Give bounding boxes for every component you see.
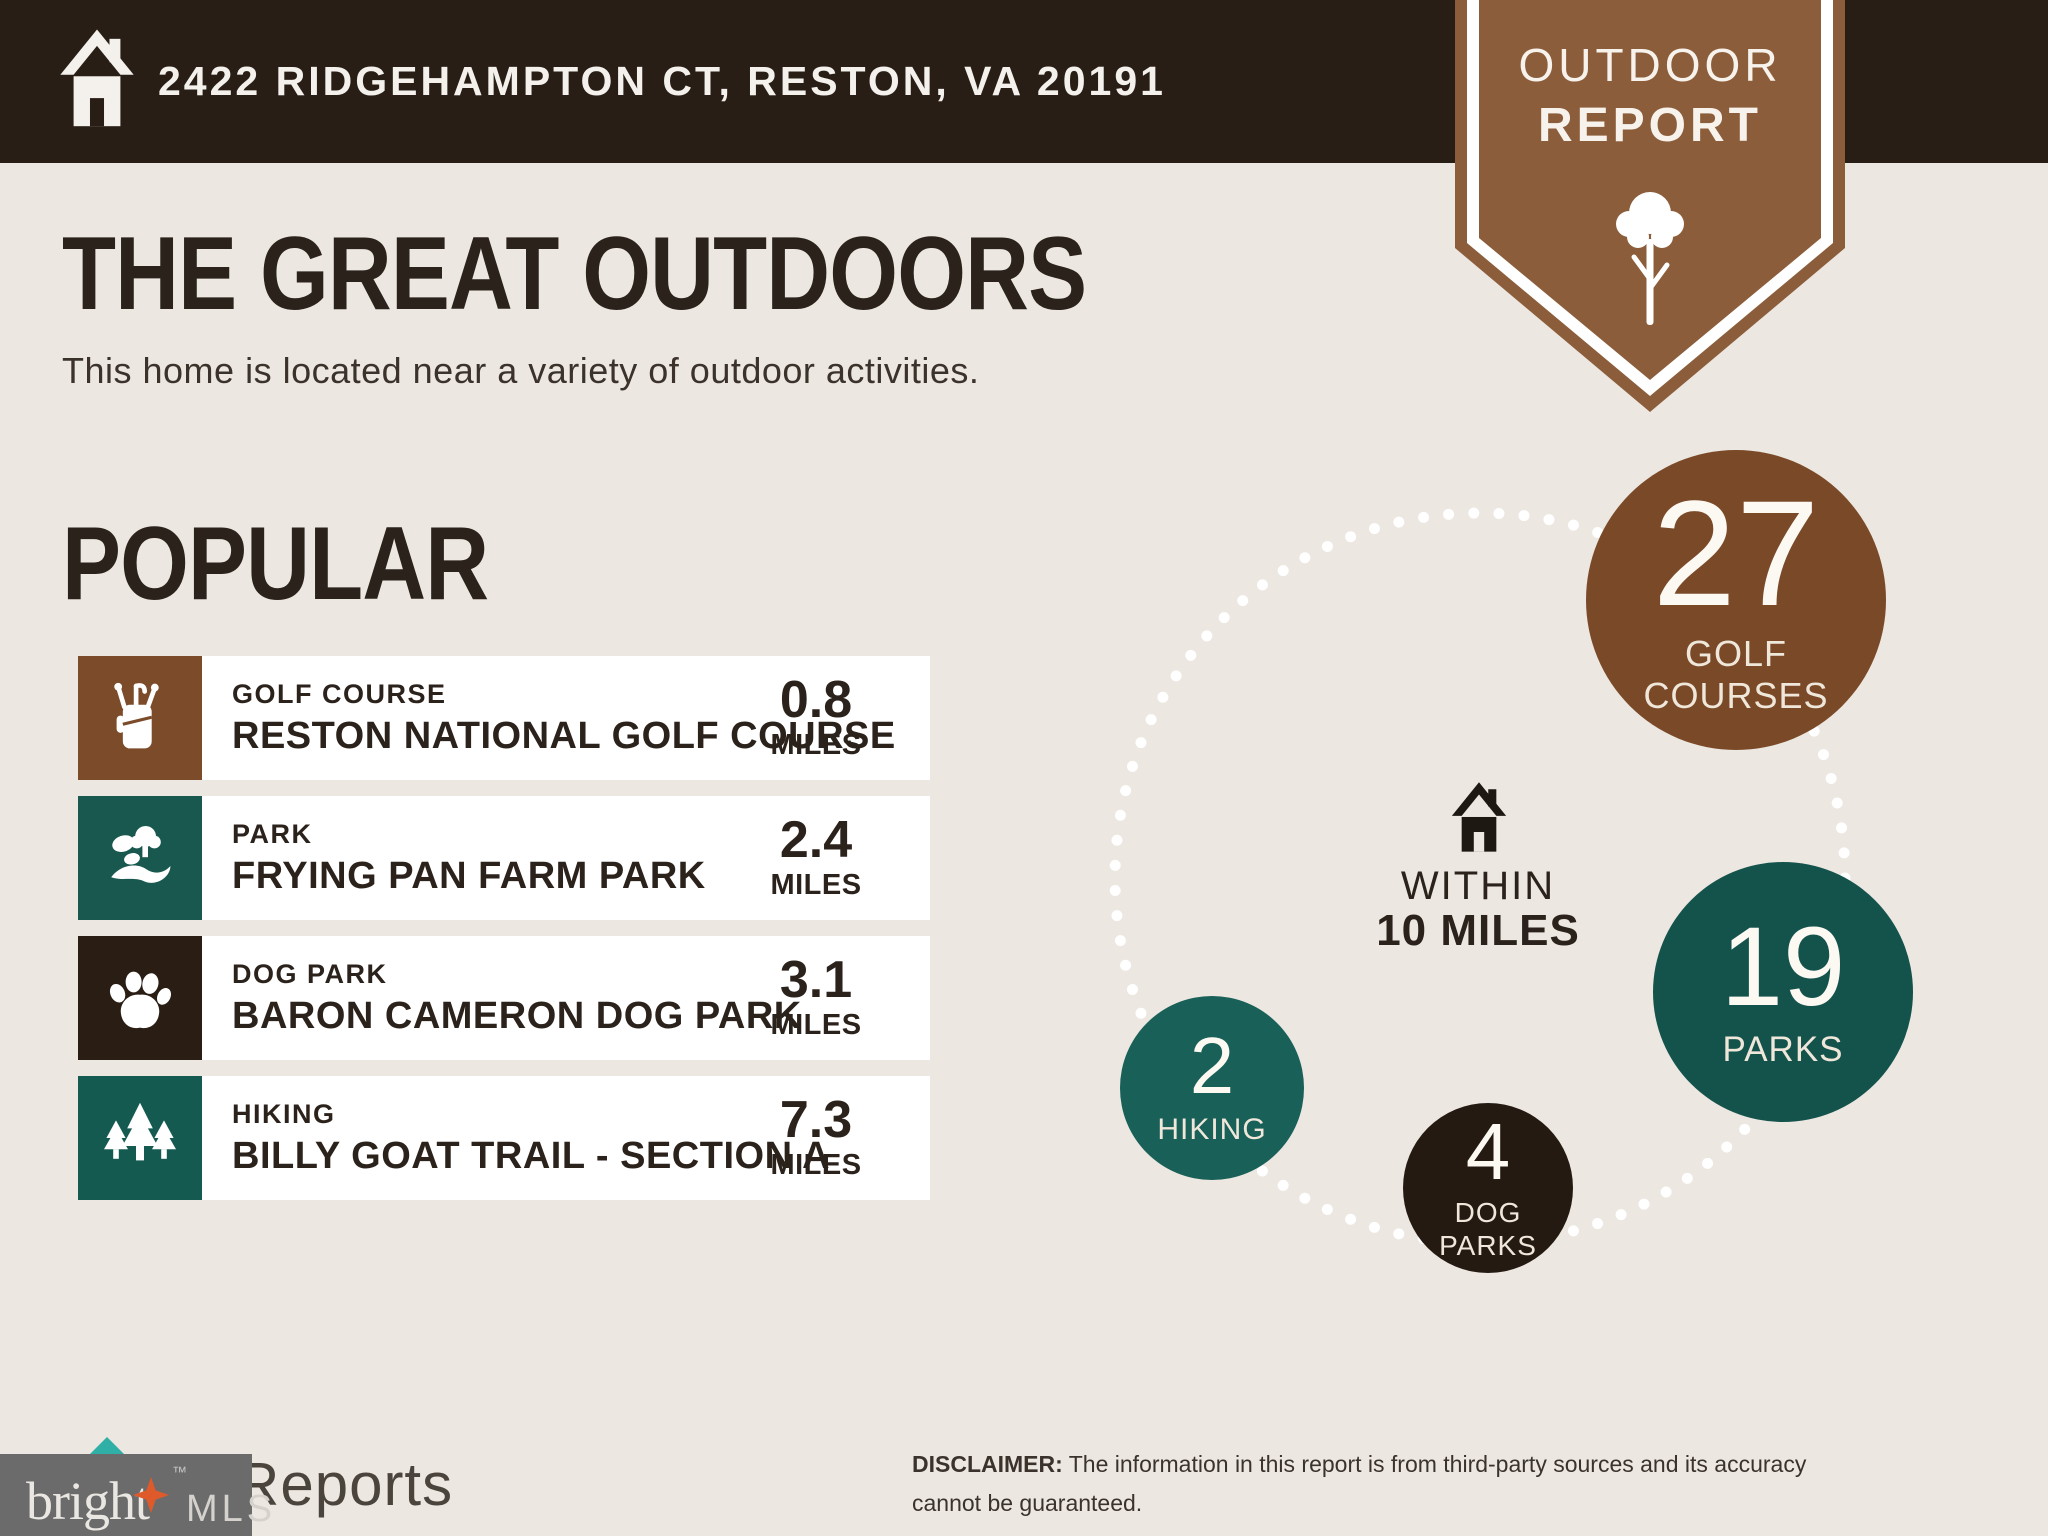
category-label: HIKING bbox=[232, 1098, 336, 1129]
dog-park-tile bbox=[78, 936, 202, 1060]
center-home-icon bbox=[1451, 782, 1507, 852]
distance-unit: MILES bbox=[770, 869, 862, 901]
home-icon bbox=[60, 29, 134, 127]
bubble-label: HIKING bbox=[1157, 1113, 1267, 1147]
miles-label: 10 MILES bbox=[1376, 906, 1580, 955]
page-title: THE GREAT OUTDOORS bbox=[62, 216, 1087, 332]
golf-bag-icon bbox=[114, 682, 159, 749]
trademark-symbol: ™ bbox=[172, 1464, 187, 1481]
bubble-value: 4 bbox=[1465, 1106, 1511, 1196]
category-label: DOG PARK bbox=[232, 958, 388, 989]
category-label: GOLF COURSE bbox=[232, 678, 447, 709]
disclaimer-label: DISCLAIMER: bbox=[912, 1451, 1063, 1477]
place-name: FRYING PAN FARM PARK bbox=[232, 854, 706, 897]
bubble-label: GOLF COURSES bbox=[1643, 632, 1829, 717]
bubble-value: 19 bbox=[1720, 904, 1846, 1030]
bubble-value: 2 bbox=[1189, 1021, 1235, 1111]
report-badge: OUTDOOR REPORT bbox=[1455, 0, 1845, 420]
brightmls-watermark bbox=[0, 1454, 252, 1536]
mls-logo-text: MLS bbox=[186, 1488, 277, 1530]
distance-unit: MILES bbox=[770, 729, 862, 761]
distance-block: 3.1 MILES bbox=[716, 936, 930, 1060]
distance-value: 2.4 bbox=[779, 811, 853, 869]
place-name: RESTON NATIONAL GOLF COURSE bbox=[232, 714, 896, 757]
badge-subtitle: REPORT bbox=[1537, 99, 1762, 152]
distance-unit: MILES bbox=[770, 1149, 862, 1181]
category-label: PARK bbox=[232, 818, 313, 849]
bubble-golf-courses: 27 GOLF COURSES bbox=[1586, 450, 1886, 750]
page-subtitle: This home is located near a variety of o… bbox=[62, 350, 980, 391]
place-name: BARON CAMERON DOG PARK bbox=[232, 994, 802, 1037]
list-item-info: GOLF COURSE RESTON NATIONAL GOLF COURSE bbox=[202, 656, 896, 780]
hiking-tile bbox=[78, 1076, 202, 1200]
distance-block: 2.4 MILES bbox=[716, 796, 930, 920]
disclaimer-text: DISCLAIMER: The information in this repo… bbox=[912, 1445, 1822, 1523]
park-tile bbox=[78, 796, 202, 920]
distance-value: 3.1 bbox=[779, 951, 853, 1009]
distance-value: 7.3 bbox=[779, 1091, 853, 1149]
distance-value: 0.8 bbox=[779, 671, 853, 729]
within-label: WITHIN bbox=[1400, 864, 1556, 908]
reports-watermark-text: Reports bbox=[236, 1451, 454, 1518]
badge-title: OUTDOOR bbox=[1518, 39, 1782, 91]
list-item-dog-park: DOG PARK BARON CAMERON DOG PARK 3.1 MILE… bbox=[78, 936, 930, 1060]
tree-icon bbox=[1616, 192, 1684, 325]
address-text: 2422 RIDGEHAMPTON CT, RESTON, VA 20191 bbox=[158, 58, 1166, 104]
bright-logo-text: bright bbox=[26, 1471, 150, 1531]
bubble-value: 27 bbox=[1652, 469, 1820, 638]
list-item-hiking: HIKING BILLY GOAT TRAIL - SECTION A 7.3 … bbox=[78, 1076, 930, 1200]
bubble-hiking: 2 HIKING bbox=[1120, 996, 1304, 1180]
bubble-parks: 19 PARKS bbox=[1653, 862, 1913, 1122]
paw-icon bbox=[109, 971, 172, 1029]
pine-trees-icon bbox=[104, 1102, 176, 1161]
bubble-label: DOG PARKS bbox=[1439, 1196, 1537, 1261]
bubble-label: PARKS bbox=[1722, 1029, 1844, 1069]
list-item-golf-course: GOLF COURSE RESTON NATIONAL GOLF COURSE … bbox=[78, 656, 930, 780]
list-item-info: PARK FRYING PAN FARM PARK bbox=[202, 796, 716, 920]
bubble-dog-parks: 4 DOG PARKS bbox=[1403, 1103, 1573, 1273]
distance-block: 7.3 MILES bbox=[716, 1076, 930, 1200]
park-tree-icon bbox=[111, 826, 171, 883]
list-item-park: PARK FRYING PAN FARM PARK 2.4 MILES bbox=[78, 796, 930, 920]
disclaimer-body: The information in this report is from t… bbox=[912, 1451, 1807, 1517]
distance-block: 0.8 MILES bbox=[716, 656, 930, 780]
popular-heading: POPULAR bbox=[62, 506, 489, 622]
list-item-info: DOG PARK BARON CAMERON DOG PARK bbox=[202, 936, 802, 1060]
distance-unit: MILES bbox=[770, 1009, 862, 1041]
house-roof-icon bbox=[89, 1437, 125, 1455]
place-name: BILLY GOAT TRAIL - SECTION A bbox=[232, 1134, 831, 1177]
list-item-info: HIKING BILLY GOAT TRAIL - SECTION A bbox=[202, 1076, 831, 1200]
golf-tile bbox=[78, 656, 202, 780]
